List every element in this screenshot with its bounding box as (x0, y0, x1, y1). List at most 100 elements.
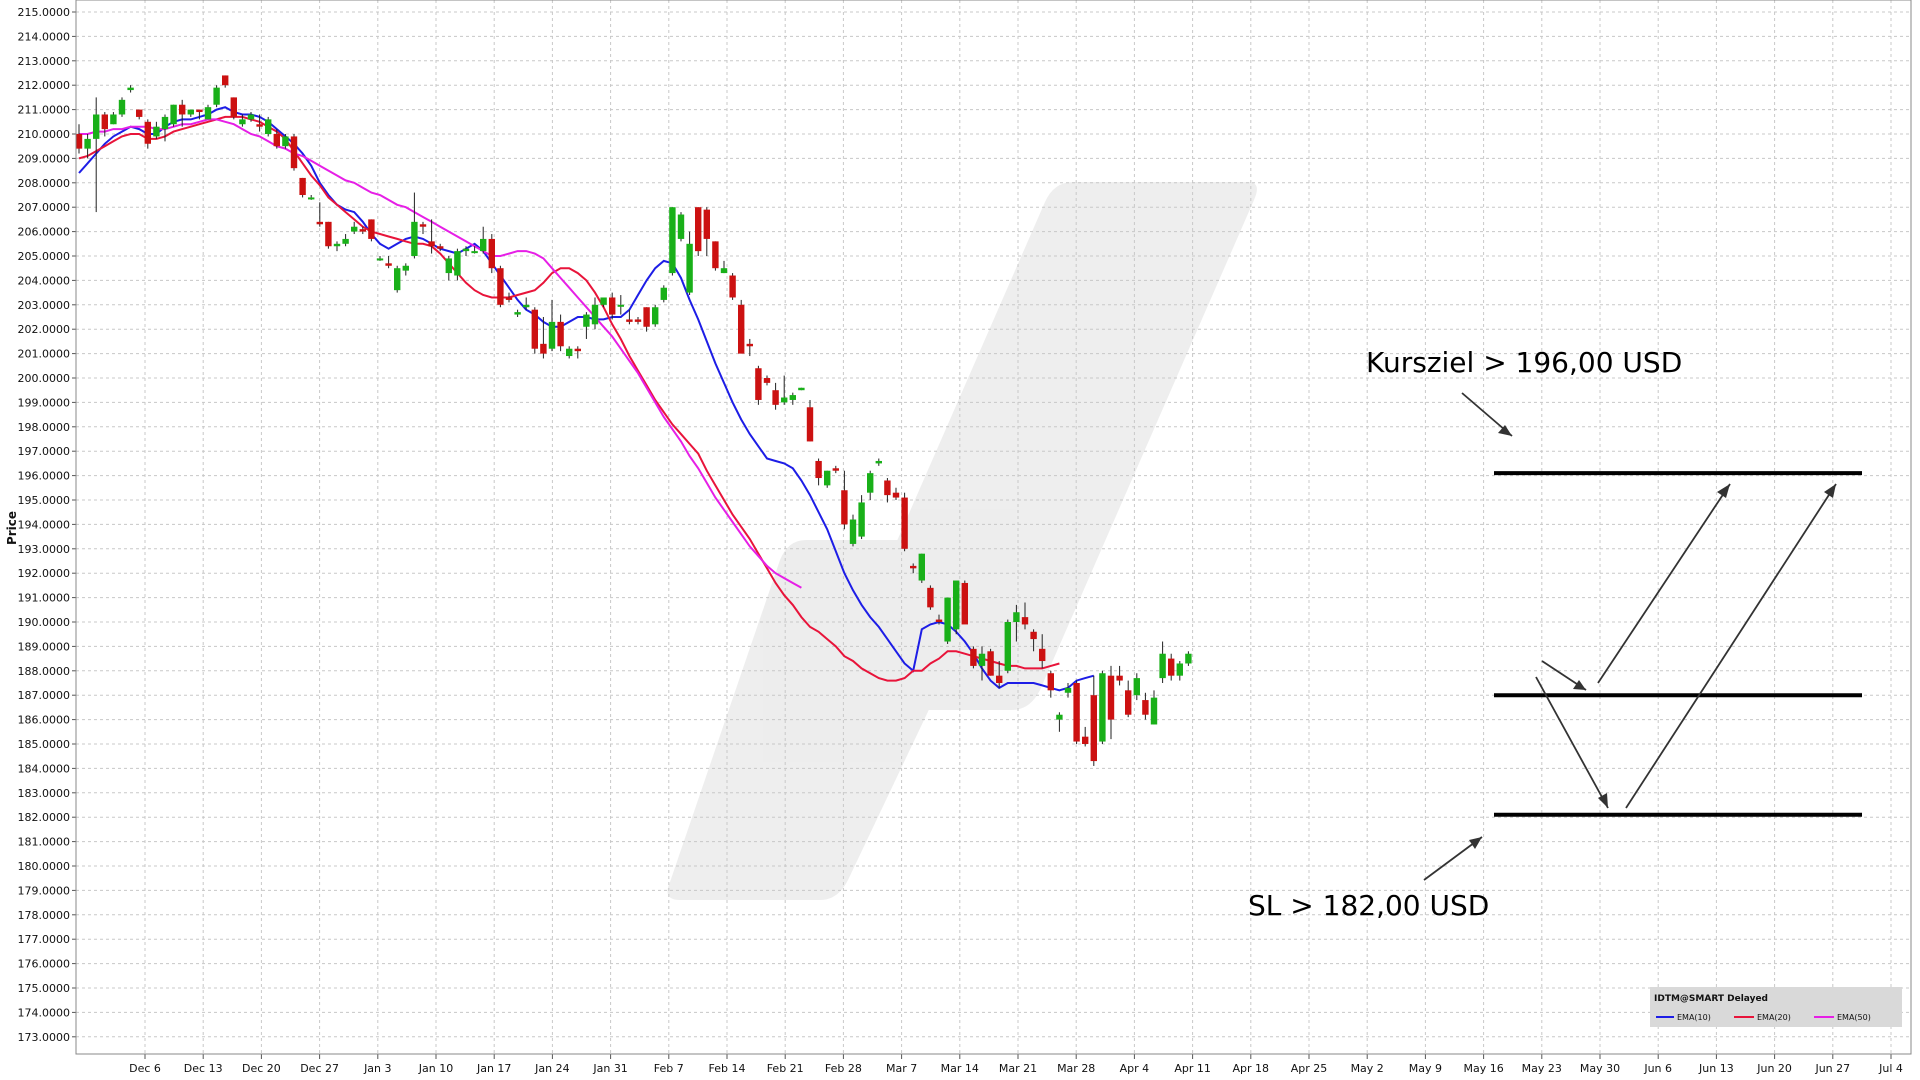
candle (643, 307, 650, 332)
x-tick-label: Mar 28 (1057, 1062, 1095, 1075)
x-tick-label: Feb 28 (825, 1062, 862, 1075)
candle (445, 256, 452, 281)
candle (256, 114, 263, 132)
candle-body (703, 209, 710, 239)
candle (136, 109, 143, 120)
candle (600, 297, 607, 308)
candle-body (953, 580, 960, 630)
candle (901, 492, 908, 552)
candle (686, 231, 693, 296)
candle (1056, 712, 1063, 732)
candle-body (273, 134, 280, 147)
candle-body (781, 397, 788, 403)
candle-body (609, 297, 616, 315)
candle-body (1125, 690, 1132, 715)
candle-body (1133, 678, 1140, 696)
candle (935, 614, 943, 625)
candle-body (394, 268, 401, 291)
x-tick-label: Jun 27 (1814, 1062, 1850, 1075)
candle-body (557, 321, 564, 347)
candle (462, 246, 470, 256)
candle-body (454, 251, 461, 276)
candle-body (514, 312, 521, 315)
candle-body (824, 470, 831, 486)
candle (290, 134, 298, 171)
candle (1176, 661, 1183, 681)
candle-body (574, 348, 581, 352)
candle (1004, 619, 1011, 674)
x-tick-label: Jan 17 (476, 1062, 511, 1075)
candle-body (755, 368, 762, 400)
candle (333, 241, 341, 252)
candle-body (1185, 653, 1192, 664)
candle (591, 297, 599, 330)
candle (729, 273, 736, 300)
candle (609, 292, 616, 320)
candle-body (523, 304, 530, 308)
candle (978, 646, 986, 681)
candle-body (1064, 687, 1072, 693)
x-tick-label: Feb 21 (767, 1062, 804, 1075)
candle (376, 256, 384, 261)
candle-body (798, 387, 805, 391)
candle (1142, 692, 1149, 720)
candle (763, 375, 771, 386)
candle-body (505, 297, 513, 300)
y-tick-label: 213.0000 (18, 55, 71, 68)
candle (273, 129, 280, 149)
candle (1073, 680, 1080, 744)
arrowhead-target-label (1498, 425, 1512, 436)
candle (230, 97, 237, 120)
arrowhead-down (1598, 793, 1608, 808)
candle (703, 207, 710, 256)
y-tick-label: 176.0000 (18, 958, 71, 971)
candle (660, 285, 667, 303)
x-axis-ticks: Dec 6 Dec 13 Dec 20 Dec 27 Jan 3 Jan 10 Jan 17… (129, 1054, 1903, 1075)
candle (84, 134, 91, 159)
candle (944, 597, 951, 644)
x-tick-label: Apr 4 (1120, 1062, 1150, 1075)
y-tick-label: 207.0000 (18, 201, 71, 214)
candle (996, 661, 1003, 688)
candle-body (1116, 675, 1123, 681)
candle-body (867, 473, 874, 493)
candle (858, 495, 865, 540)
y-tick-label: 205.0000 (18, 250, 71, 263)
x-tick-label: Mar 21 (999, 1062, 1037, 1075)
candle-body (1056, 714, 1063, 720)
candle-body (179, 104, 186, 115)
x-tick-label: Apr 25 (1291, 1062, 1328, 1075)
candle-body (1004, 622, 1011, 671)
candle-body (230, 97, 237, 117)
arrowhead-stop-label (1469, 837, 1482, 849)
legend-title: IDTM@SMART Delayed (1654, 994, 1768, 1004)
candle-body (901, 497, 908, 549)
candle-body (626, 319, 633, 322)
candle (308, 195, 315, 200)
candle (1090, 675, 1097, 766)
y-tick-label: 195.0000 (18, 494, 71, 507)
candle-body (1082, 736, 1089, 744)
candle (1125, 680, 1132, 718)
candle-body (290, 136, 298, 169)
x-tick-label: May 16 (1463, 1062, 1503, 1075)
candle-body (1159, 653, 1166, 679)
candle (222, 75, 229, 88)
candle-body (772, 390, 779, 405)
candle (170, 104, 177, 127)
candle-body (213, 87, 220, 105)
candle-body (686, 243, 693, 293)
y-tick-label: 196.0000 (18, 470, 71, 483)
candle (566, 346, 573, 359)
legend-item-ema20: EMA(20) (1757, 1013, 1791, 1022)
candle-body (591, 304, 599, 325)
candle (910, 563, 917, 574)
candle-body (402, 265, 409, 271)
y-tick-label: 193.0000 (18, 543, 71, 556)
x-tick-label: Jun 13 (1698, 1062, 1734, 1075)
candle (213, 85, 220, 108)
candle (1013, 604, 1020, 642)
y-tick-label: 191.0000 (18, 592, 71, 605)
candle-body (961, 582, 968, 625)
